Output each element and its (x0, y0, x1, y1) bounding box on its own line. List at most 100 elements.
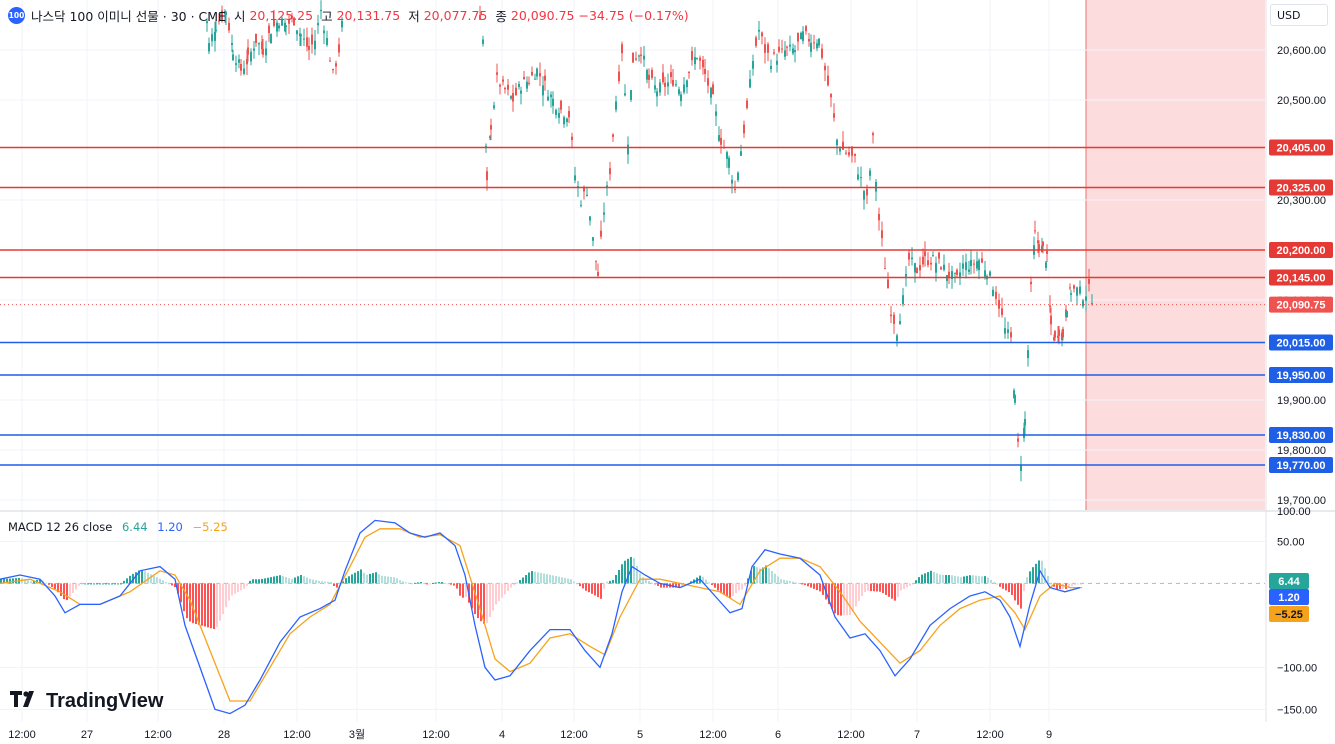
candle-body (981, 258, 983, 263)
macd-histogram-bar (1014, 583, 1016, 601)
macd-line (0, 519, 1081, 715)
y-tick-label: 19,700.00 (1277, 495, 1326, 507)
symbol-title[interactable]: 나스닥 100 이미니 선물 · 30 · CME (31, 9, 226, 24)
macd-histogram-bar (498, 583, 500, 602)
candle-body (329, 60, 331, 62)
macd-histogram-bar (1029, 571, 1031, 584)
candle-body (332, 68, 334, 70)
macd-histogram-bar (366, 574, 368, 584)
macd-histogram-bar (621, 564, 623, 584)
x-tick-label: 12:00 (837, 729, 865, 741)
candle-body (984, 270, 986, 277)
macd-histogram-bar (807, 583, 809, 587)
resistance-price-tag (1269, 139, 1333, 156)
macd-histogram-bar (24, 579, 26, 584)
candle-body (534, 78, 536, 80)
candle-body (1066, 311, 1068, 318)
candle-body (1050, 315, 1052, 325)
candle-body (1010, 332, 1012, 338)
candle-body (1042, 241, 1044, 247)
macd-histogram-bar (801, 583, 803, 585)
macd-histogram-bar (831, 583, 833, 609)
macd-histogram-bar (555, 576, 557, 584)
candle-body (1014, 395, 1016, 403)
candle-body (808, 38, 810, 42)
macd-histogram-bar (1008, 583, 1010, 593)
candle-body (976, 261, 978, 269)
candle-body (563, 117, 565, 125)
macd-histogram-bar (711, 583, 713, 586)
tradingview-logo[interactable]: TradingView (10, 690, 163, 713)
macd-histogram-bar (375, 572, 377, 584)
candle-body (246, 58, 248, 65)
macd-histogram-bar (873, 583, 875, 592)
candle-body (544, 75, 546, 81)
macd-histogram-bar (558, 576, 560, 584)
candle-body (566, 118, 568, 123)
macd-histogram-bar (303, 576, 305, 584)
macd-histogram-bar (804, 583, 806, 586)
resistance-price-label: 20,405.00 (1277, 143, 1326, 155)
macd-histogram-bar (294, 577, 296, 584)
macd-histogram-bar (579, 583, 581, 587)
macd-histogram-bar (594, 583, 596, 596)
macd-histogram-bar (63, 583, 65, 600)
candle-body (786, 46, 788, 48)
candle-body (228, 22, 230, 31)
candle-body (603, 212, 605, 215)
macd-histogram-bar (405, 582, 407, 584)
macd-legend: MACD 12 26 close 6.44 1.20 −5.25 (8, 520, 228, 534)
macd-histogram-bar (159, 578, 161, 584)
macd-histogram-bar (735, 583, 737, 594)
macd-histogram-bar (951, 575, 953, 584)
candle-body (528, 82, 530, 84)
candle-body (317, 23, 319, 26)
candle-body (296, 30, 298, 35)
macd-histogram-bar (834, 583, 836, 614)
candle-body (1004, 328, 1006, 334)
candle-body (612, 134, 614, 137)
macd-histogram-bar (354, 572, 356, 584)
macd-histogram-bar (252, 579, 254, 584)
macd-histogram-bar (765, 565, 767, 584)
macd-histogram-bar (39, 579, 41, 584)
candle-body (489, 136, 491, 138)
macd-histogram-bar (945, 575, 947, 584)
candle-body (479, 15, 481, 20)
currency-button[interactable]: USD (1270, 4, 1328, 26)
candle-body (595, 260, 597, 262)
candle-body (813, 42, 815, 44)
candle-body (1045, 262, 1047, 268)
macd-histogram-bar (414, 582, 416, 584)
candle-body (303, 38, 305, 40)
macd-histogram-bar (819, 583, 821, 592)
candle-body (965, 262, 967, 270)
macd-histogram-bar (753, 566, 755, 584)
macd-histogram-bar (510, 583, 512, 588)
macd-histogram-bar (726, 583, 728, 597)
macd-histogram-bar (390, 576, 392, 584)
macd-histogram-bar (717, 583, 719, 591)
macd-histogram-bar (966, 575, 968, 584)
macd-histogram-bar (222, 583, 224, 614)
candle-body (710, 87, 712, 98)
candle-body (696, 58, 698, 60)
candle-body (659, 82, 661, 93)
candle-body (752, 61, 754, 69)
resistance-price-tag (1269, 179, 1333, 196)
macd-histogram-bar (270, 577, 272, 584)
macd-histogram-bar (9, 578, 11, 584)
macd-histogram-bar (987, 577, 989, 584)
candle-body (308, 45, 310, 51)
macd-histogram-bar (1005, 583, 1007, 591)
macd-histogram-bar (450, 583, 452, 585)
candle-body (734, 189, 736, 191)
candle-body (1030, 281, 1032, 285)
macd-legend-label[interactable]: MACD 12 26 close (8, 520, 113, 534)
candle-body (512, 93, 514, 102)
candle-body (940, 267, 942, 270)
support-price-label: 19,950.00 (1277, 370, 1326, 382)
macd-histogram-bar (321, 581, 323, 584)
candle-body (627, 144, 629, 155)
